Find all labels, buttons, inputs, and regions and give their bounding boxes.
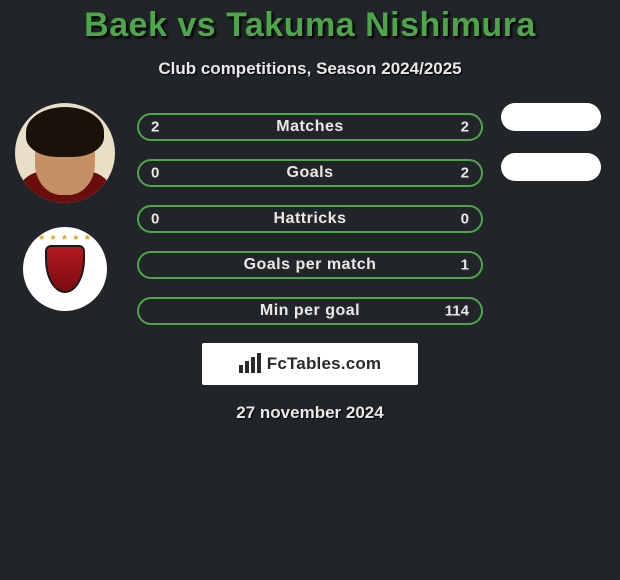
stat-row-min-per-goal: Min per goal 114 (137, 297, 483, 325)
avatar-hair (26, 107, 104, 157)
stat-label: Min per goal (260, 302, 360, 320)
bar-icon-bar (239, 365, 243, 373)
crest-stars: ★ ★ ★ ★ ★ (38, 233, 92, 242)
date-text: 27 november 2024 (0, 403, 620, 423)
stat-right-value: 114 (445, 303, 469, 320)
stats-block: ★ ★ ★ ★ ★ 2 Matches 2 0 Goals 2 0 Hattri… (0, 113, 620, 423)
bar-icon-bar (257, 353, 261, 373)
watermark: FcTables.com (202, 343, 418, 385)
stat-rows: 2 Matches 2 0 Goals 2 0 Hattricks 0 Goal… (137, 113, 483, 325)
bar-chart-icon (239, 355, 261, 373)
stat-row-goals-per-match: Goals per match 1 (137, 251, 483, 279)
stat-left-value: 0 (151, 211, 159, 228)
stat-right-value: 2 (461, 119, 469, 136)
stat-label: Hattricks (274, 210, 347, 228)
comparison-card: Baek vs Takuma Nishimura Club competitio… (0, 0, 620, 423)
stat-row-hattricks: 0 Hattricks 0 (137, 205, 483, 233)
player-avatar (15, 103, 115, 203)
watermark-text: FcTables.com (267, 354, 382, 374)
stat-right-value: 1 (461, 257, 469, 274)
right-column (496, 103, 606, 203)
crest-shield (45, 245, 85, 293)
left-column: ★ ★ ★ ★ ★ (10, 103, 120, 311)
bar-icon-bar (245, 361, 249, 373)
stat-left-value: 0 (151, 165, 159, 182)
stat-row-goals: 0 Goals 2 (137, 159, 483, 187)
stat-left-value: 2 (151, 119, 159, 136)
opponent-avatar-placeholder (501, 103, 601, 131)
bar-icon-bar (251, 357, 255, 373)
stat-label: Matches (276, 118, 344, 136)
page-title: Baek vs Takuma Nishimura (0, 0, 620, 45)
stat-label: Goals (287, 164, 334, 182)
club-crest: ★ ★ ★ ★ ★ (23, 227, 107, 311)
stat-row-matches: 2 Matches 2 (137, 113, 483, 141)
opponent-crest-placeholder (501, 153, 601, 181)
page-subtitle: Club competitions, Season 2024/2025 (0, 59, 620, 79)
stat-label: Goals per match (244, 256, 377, 274)
stat-right-value: 0 (461, 211, 469, 228)
stat-right-value: 2 (461, 165, 469, 182)
